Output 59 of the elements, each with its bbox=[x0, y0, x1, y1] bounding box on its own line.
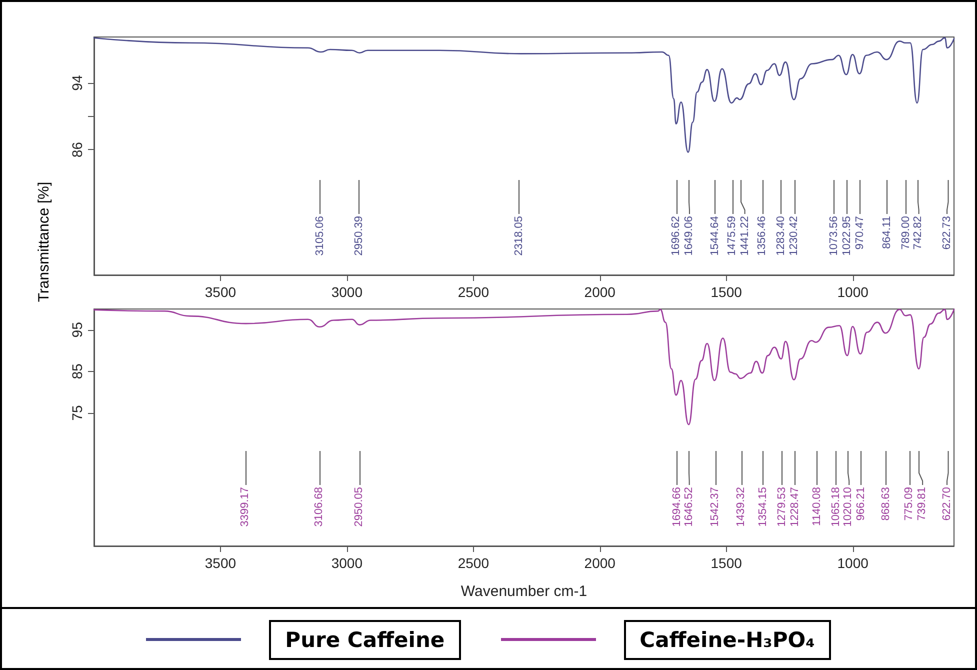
ref-line-label: 1283.40 bbox=[774, 216, 788, 256]
ref-line-label: 1475.59 bbox=[726, 216, 740, 256]
y-tick-label: 95 bbox=[69, 322, 85, 338]
ref-line-label: 2950.05 bbox=[353, 487, 366, 527]
x-tick-label: 1500 bbox=[710, 284, 742, 300]
ref-line-label: 2950.39 bbox=[352, 216, 366, 256]
ref-line-label: 1020.10 bbox=[842, 487, 856, 527]
ref-line-label: 742.82 bbox=[912, 216, 926, 250]
ref-line-label: 864.11 bbox=[880, 216, 894, 249]
ref-line-label: 966.21 bbox=[854, 487, 868, 521]
ref-line-label: 1542.37 bbox=[709, 487, 722, 527]
x-tick-label: 2000 bbox=[584, 555, 616, 571]
legend-label: Pure Caffeine bbox=[269, 620, 461, 660]
y-tick-label: 85 bbox=[69, 363, 85, 380]
ref-line-label: 789.00 bbox=[900, 216, 913, 250]
ref-line-label: 1696.62 bbox=[670, 216, 684, 256]
x-tick-label: 3000 bbox=[331, 555, 363, 571]
ref-line-label: 622.70 bbox=[940, 487, 954, 521]
ref-line-label: 739.81 bbox=[916, 487, 929, 521]
y-tick-label: 94 bbox=[69, 74, 85, 91]
x-tick-label: 2500 bbox=[458, 555, 490, 571]
ref-line-label: 1646.52 bbox=[683, 487, 696, 527]
x-tick-label: 1000 bbox=[837, 284, 869, 300]
ref-line-label: 3106.68 bbox=[313, 487, 326, 527]
x-tick-label: 2000 bbox=[584, 284, 616, 300]
ref-line-label: 868.63 bbox=[880, 487, 893, 521]
x-tick-label: 1000 bbox=[837, 555, 869, 571]
y-axis-title: Transmittance [%] bbox=[36, 182, 52, 302]
x-tick-label: 1500 bbox=[710, 555, 742, 571]
ref-line-label: 2318.05 bbox=[512, 216, 526, 256]
x-axis-title: Wavenumber cm-1 bbox=[460, 583, 588, 600]
ref-line-label: 1694.66 bbox=[670, 487, 684, 527]
ref-line-label: 1354.15 bbox=[756, 487, 770, 527]
ref-line-label: 1228.47 bbox=[788, 487, 802, 527]
legend-label: Caffeine-H₃PO₄ bbox=[624, 620, 831, 660]
x-tick-label: 2500 bbox=[458, 284, 490, 300]
ref-line-label: 1649.06 bbox=[682, 216, 696, 256]
x-tick-label: 3500 bbox=[204, 555, 236, 571]
ref-line-label: 3399.17 bbox=[239, 487, 252, 527]
ref-line-label: 970.47 bbox=[854, 216, 867, 250]
ref-line-label: 1356.46 bbox=[756, 216, 770, 256]
ref-line-label: 1140.08 bbox=[810, 487, 824, 526]
ref-line-label: 622.73 bbox=[940, 216, 954, 250]
ref-line-label: 1279.53 bbox=[776, 487, 789, 527]
ref-line-label: 1230.42 bbox=[788, 216, 802, 256]
x-tick-label: 3500 bbox=[204, 284, 236, 300]
line-series bbox=[93, 308, 955, 426]
ref-line-label: 1065.18 bbox=[830, 487, 843, 527]
ref-line-label: 3105.06 bbox=[314, 216, 327, 256]
x-tick-label: 3000 bbox=[331, 284, 363, 300]
ref-line-label: 1544.64 bbox=[708, 216, 722, 256]
ref-line-label: 1439.32 bbox=[735, 487, 748, 527]
ref-line-label: 1441.22 bbox=[738, 216, 752, 256]
ref-line-label: 775.09 bbox=[903, 487, 916, 521]
ref-line-label: 1022.95 bbox=[840, 216, 854, 256]
y-tick-label: 86 bbox=[69, 142, 85, 158]
y-tick-label: 75 bbox=[69, 404, 85, 421]
ref-line-label: 1073.56 bbox=[828, 216, 841, 256]
line-series bbox=[93, 37, 955, 153]
